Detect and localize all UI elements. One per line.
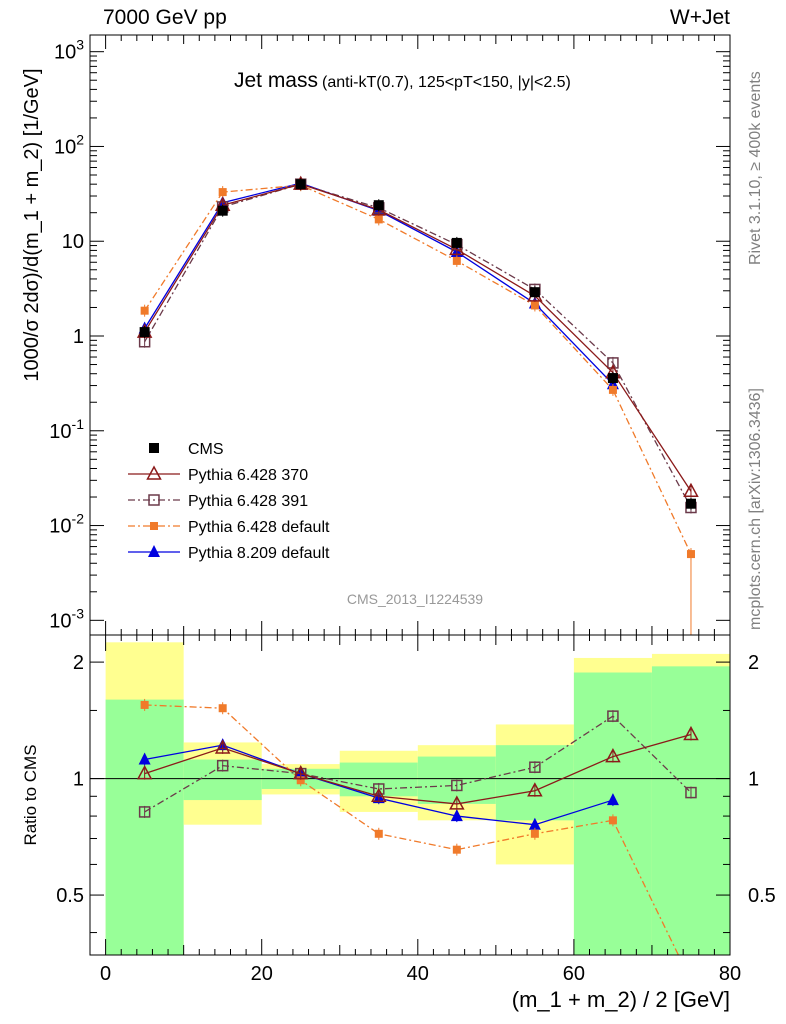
ratio-point — [685, 786, 697, 799]
chart-subtitle: (anti-kT(0.7), 125<pT<150, |y|<2.5) — [322, 74, 571, 91]
ratio-point — [371, 787, 387, 803]
ratio-point — [527, 782, 543, 797]
ratio-axes: 0.5 0.51 12 20 20 40 60 80 — [56, 635, 776, 985]
main-point — [683, 482, 699, 498]
legend-marker — [149, 443, 159, 453]
x-tick-label: 20 — [251, 963, 273, 985]
main-point — [607, 373, 618, 384]
ratio-series-line-2 — [144, 704, 680, 955]
main-point — [140, 306, 149, 315]
legend-marker — [150, 522, 158, 530]
ratio-point — [530, 829, 539, 838]
main-series-line-2 — [144, 183, 692, 508]
x-tick-label: 40 — [407, 963, 429, 985]
ratio-point — [138, 806, 151, 818]
ratio-point — [140, 700, 149, 709]
main-series-line-3 — [144, 184, 692, 555]
rivet-version-label: Rivet 3.1.10, ≥ 400k events — [747, 71, 764, 265]
legend-label: CMS — [188, 441, 224, 458]
ratio-point — [452, 845, 461, 854]
main-frame — [89, 34, 731, 636]
header-right: W+Jet — [670, 6, 730, 29]
x-tick-label: 0 — [100, 963, 111, 985]
y-tick-label: 103 — [54, 37, 84, 64]
ratio-point — [451, 779, 463, 792]
ratio-point — [529, 761, 541, 773]
ratio-plot-area — [90, 642, 730, 985]
ratio-y-tick-label-right: 0.5 — [748, 885, 776, 907]
y-tick-label: 10-3 — [49, 605, 84, 632]
main-y-axis-label: 1000/σ 2dσ)/d(m_1 + m_2) [1/GeV] — [21, 68, 43, 381]
legend-label: Pythia 6.428 default — [188, 519, 330, 536]
y-tick-label: 10-2 — [49, 511, 84, 538]
ratio-point — [214, 739, 231, 754]
main-point — [449, 240, 465, 256]
legend-marker — [146, 465, 162, 480]
ratio-point — [606, 793, 619, 806]
ratio-point — [136, 765, 153, 780]
x-axis-label: (m_1 + m_2) / 2 [GeV] — [512, 987, 730, 1012]
ratio-frame — [89, 634, 731, 956]
main-point — [685, 498, 696, 509]
ratio-point — [687, 977, 695, 985]
legend-label: Pythia 6.428 391 — [188, 493, 308, 510]
main-point — [452, 256, 461, 265]
main-point — [530, 301, 539, 310]
ratio-series-group — [136, 698, 699, 985]
y-tick-label: 1 — [73, 326, 84, 348]
ratio-point — [138, 752, 151, 765]
mcplots-label: mcplots.cern.ch [arXiv:1306.3436] — [747, 388, 764, 630]
main-y-axis: 10-3 10-2 10-1 1 10 102 103 — [49, 35, 731, 635]
legend: CMS Pythia 6.428 370 Pythia 6.428 391 Pythi… — [128, 441, 330, 562]
main-panel: Jet mass (anti-kT(0.7), 125<pT<150, |y|<… — [21, 34, 731, 636]
chart-title: Jet mass — [234, 69, 318, 92]
header-left: 7000 GeV pp — [103, 6, 227, 29]
ratio-y-tick-label: 2 — [73, 652, 84, 674]
ratio-point — [218, 704, 227, 713]
legend-label: Pythia 6.428 370 — [188, 467, 308, 484]
uncertainty-band-green — [651, 666, 730, 955]
ratio-point — [450, 809, 463, 822]
main-plot-area — [136, 175, 699, 635]
legend-marker — [148, 545, 160, 557]
ratio-point — [292, 765, 309, 780]
main-point — [139, 327, 150, 338]
legend-marker — [148, 494, 160, 506]
main-point — [373, 200, 384, 211]
x-tick-label: 60 — [563, 963, 585, 985]
ratio-y-tick-label: 1 — [73, 769, 84, 791]
main-point — [217, 205, 228, 216]
x-tick-label: 80 — [719, 963, 741, 985]
ratio-y-tick-label-right: 1 — [748, 769, 759, 791]
ratio-y-axis-label: Ratio to CMS — [21, 744, 40, 845]
ratio-point — [216, 759, 229, 772]
y-tick-label: 102 — [54, 131, 84, 158]
ratio-point — [296, 776, 305, 785]
uncertainty-band-green — [105, 699, 184, 955]
y-tick-label: 10-1 — [49, 416, 84, 443]
ratio-series-line-0 — [144, 733, 692, 805]
ratio-point — [449, 795, 465, 810]
main-series-line-1 — [144, 183, 692, 492]
ratio-point — [683, 725, 699, 741]
ratio-point — [607, 710, 619, 722]
y-tick-label: 10 — [62, 231, 84, 253]
main-point — [608, 385, 617, 394]
main-point — [218, 188, 227, 197]
ratio-point — [605, 747, 621, 763]
ratio-point — [528, 817, 541, 830]
ratio-point — [374, 829, 383, 838]
main-point — [451, 237, 462, 248]
main-point — [374, 215, 383, 224]
ratio-series-line-1 — [144, 715, 692, 813]
ratio-y-tick-label: 0.5 — [56, 885, 84, 907]
legend-label: Pythia 8.209 default — [188, 545, 330, 562]
ratio-panel: Ratio to CMS (m_1 + m_2) / 2 [GeV] 0.5 0.… — [21, 634, 776, 1012]
analysis-tag: CMS_2013_I1224539 — [347, 591, 483, 607]
ratio-y-tick-label-right: 2 — [748, 652, 759, 674]
ratio-point — [608, 816, 617, 825]
main-point — [295, 179, 306, 190]
main-point — [529, 287, 540, 298]
